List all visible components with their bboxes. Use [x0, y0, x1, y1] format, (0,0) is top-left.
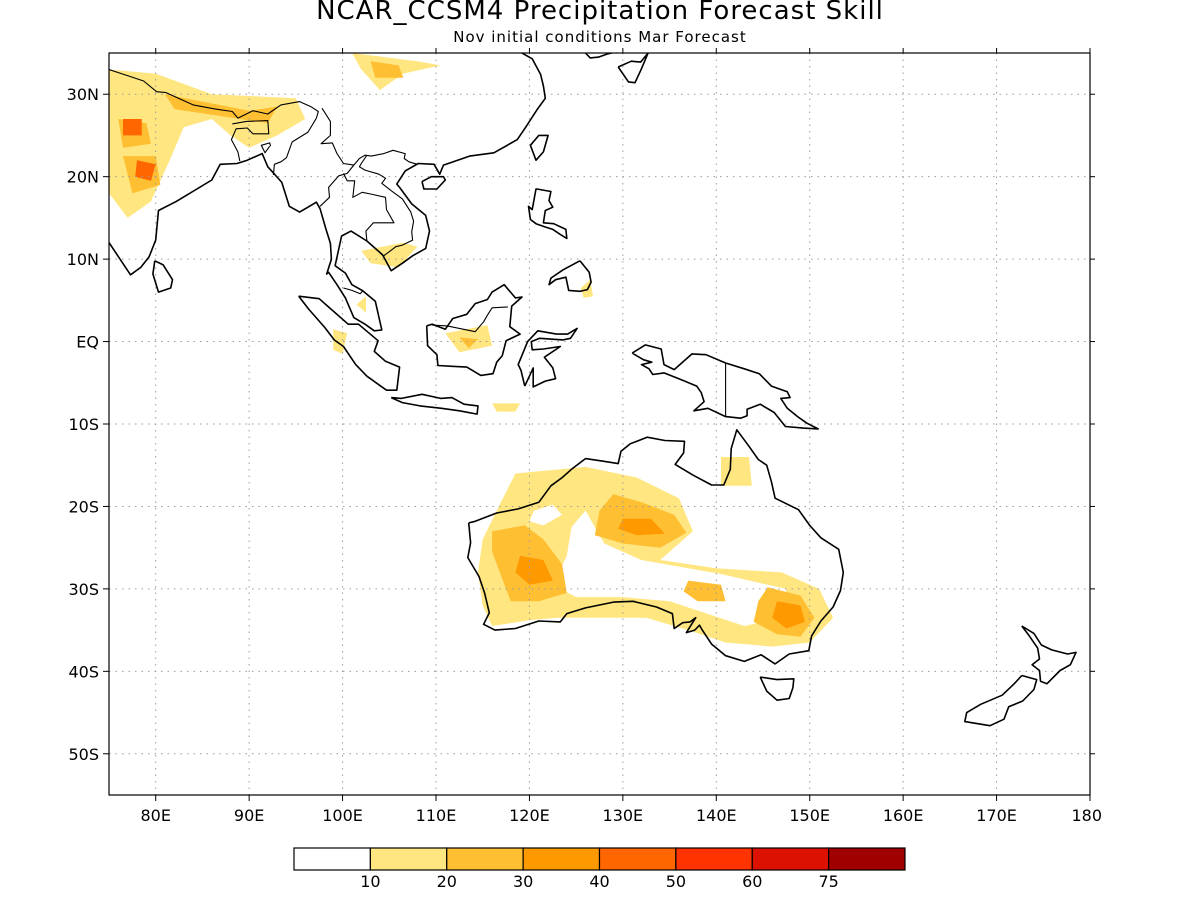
x-tick-label: 110E: [416, 806, 457, 825]
skill-region: [459, 337, 478, 349]
skill-region: [370, 61, 404, 78]
chart-title: NCAR_CCSM4 Precipitation Forecast Skill: [316, 0, 884, 26]
skill-region: [135, 160, 156, 181]
skill-region: [683, 580, 726, 602]
skill-region: [552, 510, 787, 626]
coastline: [527, 188, 568, 240]
axis-ticks: 80E 90E 100E 110E 120E 130E 140E 150E 160E 170E 18…: [67, 48, 1102, 825]
colorbar-swatch: [751, 847, 830, 871]
x-tick-label: 80E: [140, 806, 170, 825]
coastline: [152, 260, 174, 293]
colorbar-label: 50: [666, 872, 686, 891]
coastline: [617, 53, 649, 84]
country-border: [260, 142, 272, 154]
colorbar-label: 30: [513, 872, 533, 891]
y-tick-label: 30S: [68, 580, 99, 599]
skill-region: [361, 242, 418, 268]
country-border: [432, 306, 508, 333]
coastline: [1021, 625, 1077, 685]
colorbar-label: 60: [742, 872, 762, 891]
y-tick-label: 20S: [68, 497, 99, 516]
country-border: [343, 287, 364, 295]
coastline-layer: [109, 53, 1077, 727]
skill-region: [529, 504, 563, 526]
colorbar-swatch: [293, 847, 371, 871]
country-border: [358, 154, 415, 257]
skill-region: [123, 119, 142, 136]
coastline: [109, 135, 110, 169]
colorbar-swatch: [522, 847, 601, 871]
coastline: [466, 428, 845, 665]
colorbar: 10 20 30 40 50 60 75: [293, 847, 906, 891]
y-tick-label: 20N: [67, 168, 99, 187]
skill-region: [515, 555, 553, 585]
x-tick-label: 90E: [234, 806, 264, 825]
x-tick-label: 160E: [883, 806, 924, 825]
skill-region: [356, 296, 366, 313]
chart-subtitle: Nov initial conditions Mar Forecast: [453, 28, 747, 46]
coastline: [421, 175, 447, 190]
colorbar-swatch: [598, 847, 677, 871]
y-tick-label: EQ: [76, 333, 99, 352]
y-tick-label: 30N: [67, 85, 99, 104]
colorbar-swatch: [675, 847, 753, 871]
map-frame: [108, 52, 1091, 796]
coastline: [584, 53, 618, 59]
x-tick-label: 180: [1071, 806, 1102, 825]
y-tick-label: 10S: [68, 415, 99, 434]
skill-region: [772, 601, 805, 629]
country-border: [319, 164, 355, 207]
coastline: [298, 295, 401, 392]
coastline: [425, 283, 523, 377]
colorbar-label: 40: [589, 872, 609, 891]
country-border: [230, 120, 270, 162]
lat-lon-grid: [109, 53, 1090, 795]
coastline: [390, 393, 479, 415]
x-tick-label: 100E: [322, 806, 363, 825]
coastline: [631, 344, 819, 430]
country-border: [109, 68, 319, 176]
coastline: [963, 674, 1038, 727]
coastline: [548, 260, 592, 293]
colorbar-label: 20: [437, 872, 457, 891]
coastline: [759, 676, 795, 702]
skill-region: [618, 518, 665, 536]
y-tick-label: 40S: [68, 662, 99, 681]
skill-region: [492, 403, 521, 412]
skill-shading-layer: [109, 53, 834, 647]
coastline: [529, 134, 549, 161]
country-border: [320, 107, 418, 166]
x-tick-label: 140E: [696, 806, 737, 825]
x-tick-label: 170E: [976, 806, 1017, 825]
skill-region: [721, 457, 752, 486]
x-tick-label: 130E: [603, 806, 644, 825]
coastline: [517, 327, 578, 388]
colorbar-swatch: [369, 847, 448, 871]
colorbar-swatch: [828, 847, 906, 871]
colorbar-label: 10: [360, 872, 380, 891]
x-tick-label: 150E: [789, 806, 830, 825]
coastline: [109, 53, 547, 332]
y-tick-label: 50S: [68, 745, 99, 764]
colorbar-label: 75: [818, 872, 838, 891]
x-tick-label: 120E: [509, 806, 550, 825]
country-border: [343, 173, 395, 242]
skill-region: [165, 94, 278, 124]
y-tick-label: 10N: [67, 250, 99, 269]
colorbar-swatch: [446, 847, 524, 871]
